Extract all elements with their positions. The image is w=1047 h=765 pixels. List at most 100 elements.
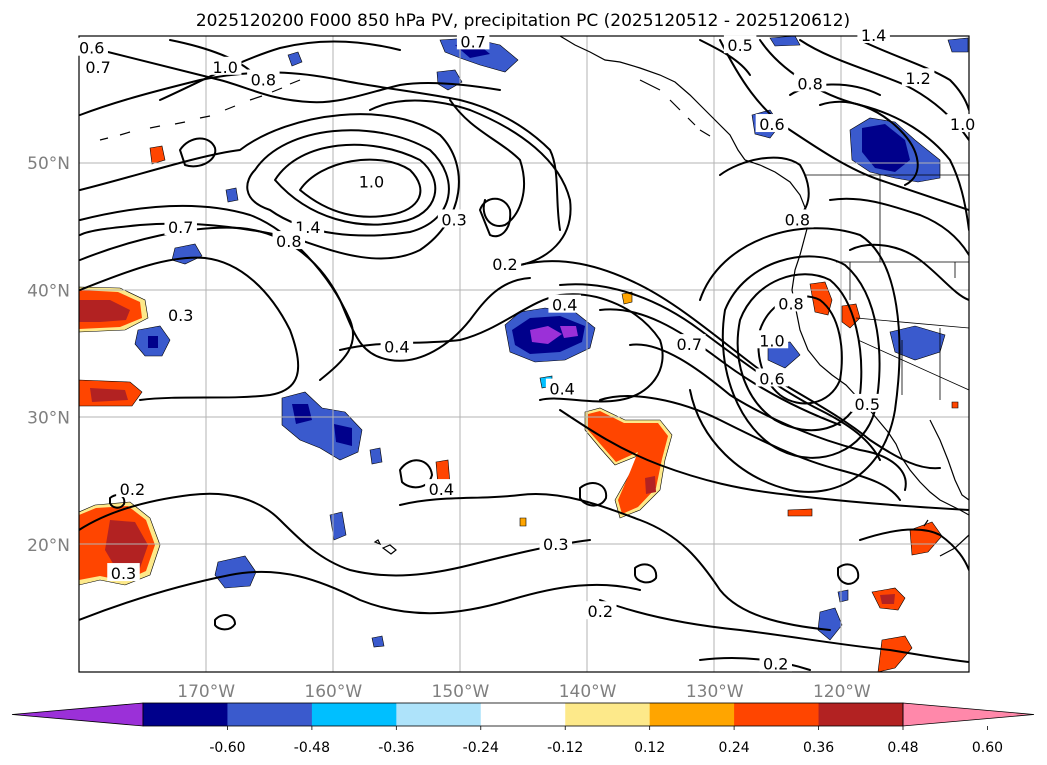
longitude-label: 160°W xyxy=(304,682,362,702)
precip-blob-negative xyxy=(837,589,849,603)
pv-contour xyxy=(274,143,437,226)
contour-label: 0.7 xyxy=(677,335,702,354)
contour-label: 0.6 xyxy=(759,369,784,388)
precip-blob-positive xyxy=(645,476,656,494)
pv-contour xyxy=(699,39,751,76)
latitude-label: 40°N xyxy=(27,281,70,301)
latitude-label: 50°N xyxy=(27,154,70,174)
longitude-label: 150°W xyxy=(432,682,490,702)
contour-label: 0.2 xyxy=(120,480,145,499)
pv-contour xyxy=(79,492,591,577)
contour-label-bg xyxy=(116,479,149,498)
contour-label-bg xyxy=(539,533,573,552)
contour-label-bg xyxy=(75,37,108,56)
contour-label: 0.2 xyxy=(588,602,613,621)
contour-label-bg xyxy=(164,217,197,236)
contour-label-bg xyxy=(164,304,197,323)
contour-label-bg xyxy=(355,171,388,190)
contour-label: 0.3 xyxy=(168,306,193,325)
precip-blob-negative xyxy=(530,326,562,344)
pv-contour xyxy=(859,39,969,111)
aleutian-islands xyxy=(99,79,301,141)
precip-blob-positive xyxy=(90,388,128,402)
pv-contour xyxy=(399,459,433,489)
pv-contour xyxy=(689,227,901,493)
contour-label-bg xyxy=(437,209,471,228)
longitude-label: 140°W xyxy=(559,682,617,702)
pv-contour xyxy=(849,243,969,301)
hawaii-islands xyxy=(373,539,397,555)
precip-blob-negative xyxy=(214,555,257,589)
pv-contour xyxy=(789,83,881,96)
pv-contour xyxy=(629,343,907,491)
colorbar-tick-label: -0.60 xyxy=(209,740,245,756)
map-area xyxy=(79,36,969,672)
contour-label-bg xyxy=(107,563,140,582)
contour-label: 0.8 xyxy=(251,71,276,90)
precip-blob-positive xyxy=(79,300,130,322)
colorbar-segment xyxy=(311,703,397,726)
contour-label-bg xyxy=(759,653,792,672)
colorbar-segment xyxy=(227,703,313,726)
latitude-labels: 50°N 40°N 30°N 20°N xyxy=(27,154,70,556)
contour-label: 1.2 xyxy=(905,69,930,88)
contour-label: 0.4 xyxy=(549,380,574,399)
contour-label-bg xyxy=(81,56,115,75)
bc-coast xyxy=(744,159,809,256)
precip-blob-negative xyxy=(862,124,910,172)
contour-label-bg xyxy=(548,294,581,313)
pv-contour xyxy=(479,197,512,238)
pv-contour xyxy=(246,129,450,237)
contour-label: 0.5 xyxy=(855,395,880,414)
contour-label-bg xyxy=(755,114,789,133)
pv-contour xyxy=(599,599,969,663)
contour-label-bg xyxy=(272,231,306,250)
alaska-islands xyxy=(639,79,711,137)
pv-contour xyxy=(449,99,525,227)
precip-blob-positive xyxy=(149,145,166,165)
contour-label: 0.6 xyxy=(79,39,104,58)
contour-label: 0.8 xyxy=(276,232,301,251)
contour-label: 0.3 xyxy=(111,564,136,583)
colorbar-segment xyxy=(818,703,904,726)
contour-label: 0.7 xyxy=(168,218,193,237)
baja-coast xyxy=(901,457,969,516)
precip-blob-positive xyxy=(877,635,913,672)
map-frame xyxy=(78,35,970,673)
precip-blob-negative xyxy=(817,607,843,641)
contour-label-bg xyxy=(425,479,458,498)
contour-label: 0.8 xyxy=(785,210,810,229)
contour-label: 0.4 xyxy=(552,296,577,315)
contour-label: 0.2 xyxy=(492,255,517,274)
contour-label: 0.3 xyxy=(543,535,568,554)
contour-label-bg xyxy=(946,114,979,133)
contour-label: 1.4 xyxy=(861,26,886,45)
contour-label-bg xyxy=(545,378,579,397)
precip-blob-negative xyxy=(369,447,383,465)
contour-label: 0.6 xyxy=(759,115,784,134)
contour-label-bg xyxy=(291,217,325,236)
latitude-label: 20°N xyxy=(27,536,70,556)
precip-blob-negative xyxy=(148,336,158,348)
pv-contour xyxy=(699,657,811,671)
contour-label: 0.7 xyxy=(85,58,110,77)
pv-contour xyxy=(299,158,422,218)
precip-blob-positive xyxy=(787,508,813,517)
pv-contour xyxy=(819,100,919,186)
us-state-borders xyxy=(836,175,969,400)
contour-label-bg xyxy=(247,69,280,88)
pv-contour xyxy=(519,260,941,470)
contour-label: 0.5 xyxy=(727,36,752,55)
colorbar-segment xyxy=(480,703,566,726)
precip-blob-negative xyxy=(334,424,352,446)
pv-contour xyxy=(179,137,217,168)
contour-label-bg xyxy=(851,393,884,412)
contour-label-bg xyxy=(755,330,789,349)
contour-label: 0.8 xyxy=(778,294,803,313)
contour-label: 1.0 xyxy=(759,331,784,350)
colorbar-frame xyxy=(142,702,904,727)
precip-blob-positive xyxy=(880,594,895,604)
contour-label-bg xyxy=(456,31,490,50)
colorbar-tick-label: 0.60 xyxy=(972,740,1003,756)
pv-contour xyxy=(829,197,969,256)
